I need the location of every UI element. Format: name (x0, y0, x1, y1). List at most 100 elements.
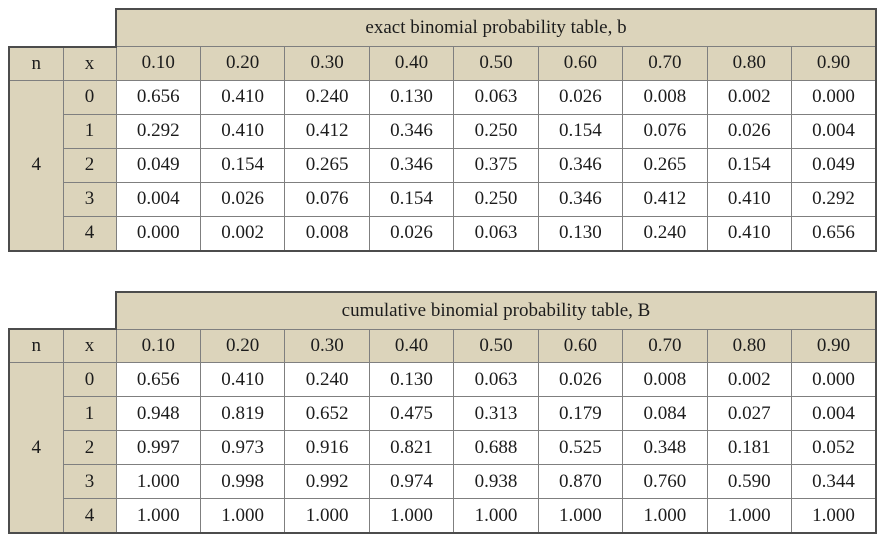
value-cell: 0.375 (453, 147, 539, 183)
value-cell: 0.154 (368, 181, 455, 217)
value-cell: 0.412 (284, 113, 370, 149)
p-header-cell: 0.70 (622, 46, 708, 81)
x-header-cell: x (62, 45, 117, 81)
value-cell: 0.821 (368, 430, 455, 465)
cumulative-table-title: cumulative binomial probability table, B (115, 290, 877, 330)
p-header-cell: 0.90 (791, 328, 877, 363)
x-value-cell: 1 (62, 113, 117, 149)
x-value-cell: 2 (62, 430, 117, 465)
value-cell: 0.049 (115, 147, 201, 183)
x-value-cell: 3 (62, 464, 117, 499)
x-value-cell: 0 (62, 79, 117, 115)
value-cell: 0.346 (368, 113, 455, 149)
value-cell: 0.000 (791, 362, 877, 397)
table-row: 3 1.000 0.998 0.992 0.974 0.938 0.870 0.760 0.59… (9, 464, 877, 499)
value-cell: 1.000 (537, 498, 624, 534)
value-cell: 0.265 (284, 147, 370, 183)
value-cell: 0.130 (368, 79, 455, 115)
p-header-cell: 0.10 (115, 46, 201, 81)
value-cell: 0.346 (368, 147, 455, 183)
value-cell: 0.130 (368, 362, 455, 397)
value-cell: 0.076 (284, 181, 370, 217)
x-value-cell: 0 (62, 362, 117, 397)
p-header-cell: 0.20 (199, 328, 286, 363)
value-cell: 0.313 (453, 396, 539, 431)
value-cell: 0.656 (791, 215, 877, 252)
header-row: n x 0.10 0.20 0.30 0.40 0.50 0.60 0.70 0.80 0.90 (8, 45, 877, 81)
x-value-cell: 4 (62, 498, 117, 534)
p-header-cell: 0.50 (453, 328, 539, 363)
value-cell: 0.250 (453, 181, 539, 217)
value-cell: 0.000 (115, 215, 201, 252)
header-row: n x 0.10 0.20 0.30 0.40 0.50 0.60 0.70 0.80 0.90 (8, 328, 877, 363)
value-cell: 0.973 (199, 430, 286, 465)
value-cell: 0.265 (622, 147, 708, 183)
value-cell: 0.130 (537, 215, 624, 252)
table-row: 4 0.000 0.002 0.008 0.026 0.063 0.130 0.240 0.41… (9, 215, 877, 252)
x-value-cell: 3 (62, 181, 117, 217)
value-cell: 0.410 (199, 113, 286, 149)
value-cell: 1.000 (115, 464, 201, 499)
p-header-cell: 0.80 (706, 46, 793, 81)
value-cell: 0.948 (115, 396, 201, 431)
value-cell: 0.154 (706, 147, 793, 183)
value-cell: 0.026 (368, 215, 455, 252)
p-header-cell: 0.40 (368, 46, 455, 81)
value-cell: 0.063 (453, 362, 539, 397)
value-cell: 0.026 (537, 362, 624, 397)
value-cell: 0.292 (791, 181, 877, 217)
value-cell: 1.000 (199, 498, 286, 534)
p-header-cell: 0.50 (453, 46, 539, 81)
value-cell: 0.026 (706, 113, 793, 149)
value-cell: 0.240 (284, 79, 370, 115)
table-row: 3 0.004 0.026 0.076 0.154 0.250 0.346 0.412 0.41… (9, 181, 877, 217)
value-cell: 0.084 (622, 396, 708, 431)
value-cell: 0.181 (706, 430, 793, 465)
n-header-cell: n (8, 45, 64, 81)
value-cell: 1.000 (622, 498, 708, 534)
value-cell: 0.004 (791, 113, 877, 149)
value-cell: 0.000 (791, 79, 877, 115)
p-header-cell: 0.60 (537, 46, 624, 81)
value-cell: 0.052 (791, 430, 877, 465)
value-cell: 0.250 (453, 113, 539, 149)
value-cell: 0.410 (706, 215, 793, 252)
value-cell: 0.652 (284, 396, 370, 431)
value-cell: 0.410 (199, 362, 286, 397)
tables-container: exact binomial probability table, b n x 0.… (8, 8, 877, 534)
table-row: 1 0.948 0.819 0.652 0.475 0.313 0.179 0.084 0.02… (9, 396, 877, 431)
value-cell: 1.000 (706, 498, 793, 534)
value-cell: 0.819 (199, 396, 286, 431)
value-cell: 0.410 (199, 79, 286, 115)
value-cell: 0.346 (537, 147, 624, 183)
p-header-cell: 0.60 (537, 328, 624, 363)
value-cell: 0.008 (622, 79, 708, 115)
value-cell: 0.346 (537, 181, 624, 217)
value-cell: 0.002 (706, 79, 793, 115)
value-cell: 0.916 (284, 430, 370, 465)
value-cell: 0.063 (453, 215, 539, 252)
spacer-cell (9, 291, 116, 329)
value-cell: 0.063 (453, 79, 539, 115)
p-header-cell: 0.80 (706, 328, 793, 363)
value-cell: 0.049 (791, 147, 877, 183)
value-cell: 0.076 (622, 113, 708, 149)
exact-binomial-table: exact binomial probability table, b n x 0.… (8, 8, 877, 252)
value-cell: 0.004 (791, 396, 877, 431)
x-header-cell: x (62, 328, 117, 363)
value-cell: 1.000 (453, 498, 539, 534)
value-cell: 0.997 (115, 430, 201, 465)
value-cell: 0.525 (537, 430, 624, 465)
title-row: exact binomial probability table, b (9, 8, 877, 47)
x-value-cell: 2 (62, 147, 117, 183)
p-header-cell: 0.20 (199, 46, 286, 81)
title-row: cumulative binomial probability table, B (9, 290, 877, 330)
value-cell: 0.344 (791, 464, 877, 499)
value-cell: 0.475 (368, 396, 455, 431)
value-cell: 0.008 (284, 215, 370, 252)
exact-table-title: exact binomial probability table, b (115, 8, 877, 47)
table-row: 4 1.000 1.000 1.000 1.000 1.000 1.000 1.000 1.00… (9, 498, 877, 534)
x-value-cell: 1 (62, 396, 117, 431)
table-row: 2 0.997 0.973 0.916 0.821 0.688 0.525 0.348 0.18… (9, 430, 877, 465)
